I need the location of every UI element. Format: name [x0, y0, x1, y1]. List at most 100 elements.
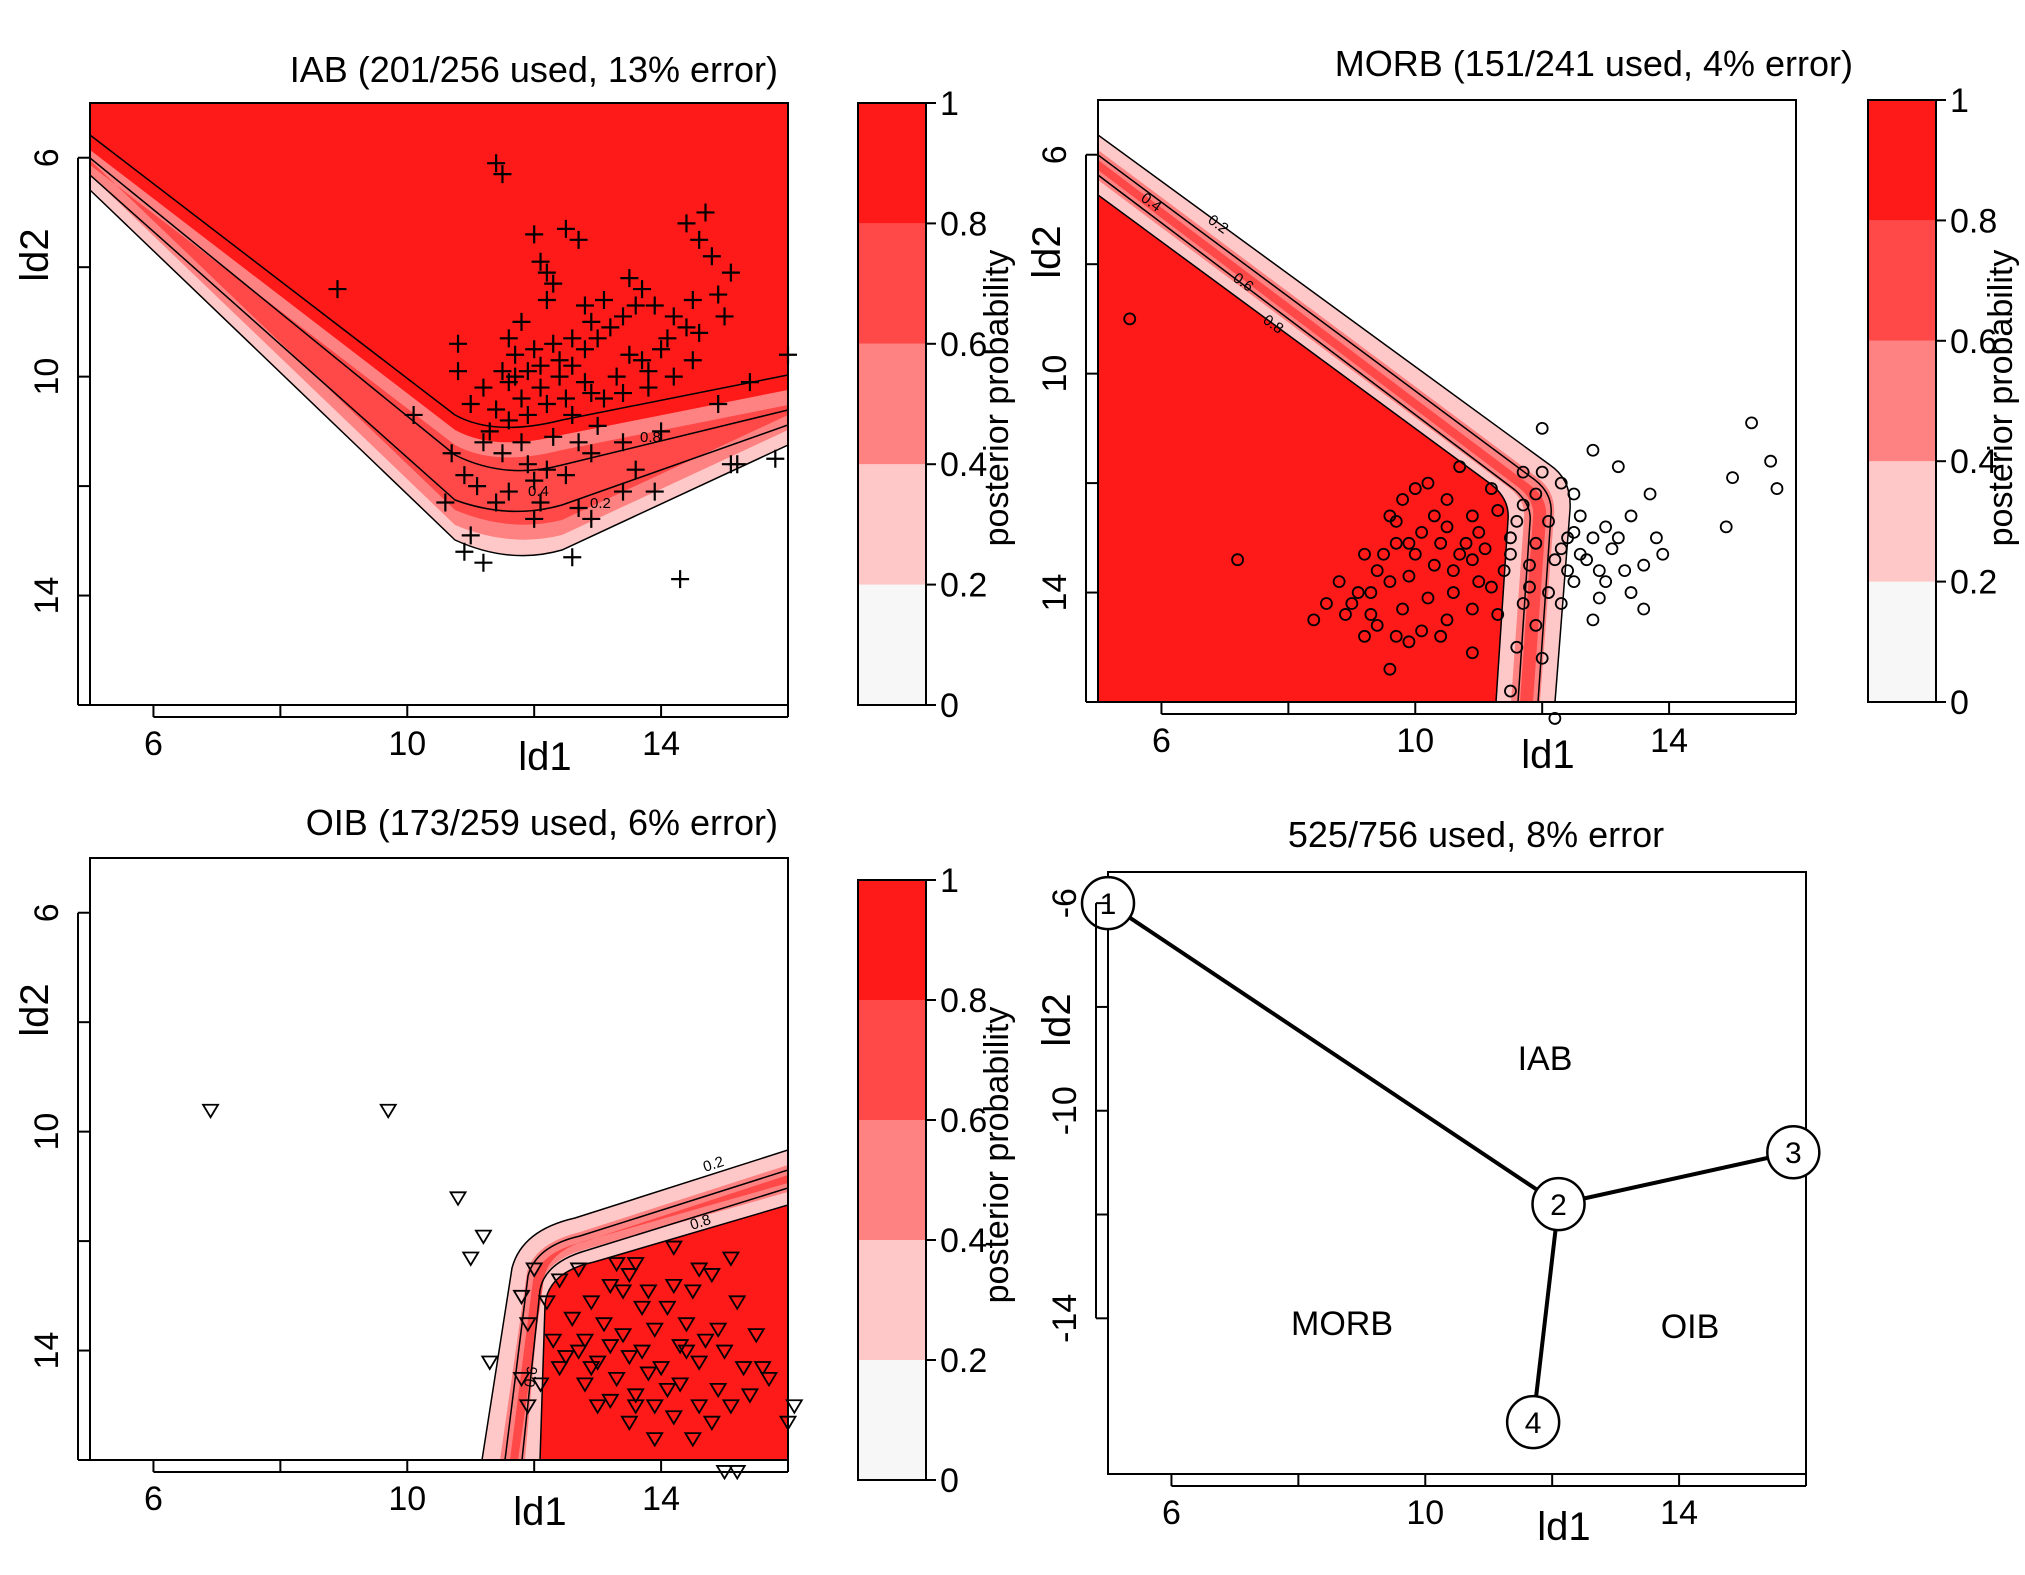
data-point-circle: [1491, 608, 1505, 621]
data-point-plus: [518, 455, 537, 474]
data-point-circle: [1427, 558, 1441, 572]
data-point-circle: [1408, 482, 1422, 495]
data-point-plus: [582, 444, 601, 463]
y-tick-label: -10: [1046, 1086, 1084, 1135]
data-point-circle: [1370, 618, 1384, 632]
data-point-triangle: [645, 1432, 664, 1448]
data-point-plus: [531, 378, 550, 397]
y-axis-label: ld2: [1025, 225, 1069, 278]
colorbar-segment: [858, 1360, 926, 1480]
data-point-triangle: [702, 1415, 721, 1431]
contour-label: 0.8: [640, 429, 661, 446]
data-point-plus: [575, 373, 594, 392]
data-point-plus: [512, 312, 531, 331]
node-circle: [1505, 1394, 1561, 1450]
x-tick-label: 10: [388, 725, 426, 763]
data-point-triangle: [759, 1372, 779, 1388]
data-point-plus: [690, 323, 709, 342]
data-point-plus: [582, 312, 601, 331]
data-point-plus: [512, 389, 531, 408]
data-point-triangle: [690, 1262, 709, 1278]
data-point-plus: [569, 433, 588, 452]
colorbar-tick-label: 1: [940, 862, 959, 900]
data-point-triangle: [664, 1278, 683, 1295]
colorbar-segment: [858, 1240, 926, 1360]
data-point-triangle: [753, 1361, 772, 1377]
data-point-circle: [1485, 580, 1498, 594]
data-point-triangle: [702, 1268, 721, 1284]
data-point-triangle: [671, 1377, 690, 1393]
data-point-triangle: [575, 1377, 595, 1393]
data-point-circle: [1415, 624, 1429, 638]
x-tick-label: 6: [144, 725, 163, 763]
data-point-triangle: [556, 1350, 575, 1366]
data-point-circle: [1446, 564, 1460, 578]
data-point-triangle: [594, 1317, 614, 1333]
data-point-triangle: [518, 1399, 537, 1415]
contour-band: [1098, 135, 1571, 702]
data-point-plus: [499, 482, 518, 501]
plot-frame: [1097, 99, 1797, 703]
data-point-plus: [556, 389, 575, 408]
axes-oib: 6 10 14 6 10 14: [28, 903, 789, 1518]
y-tick-label: 10: [28, 358, 66, 396]
data-point-circle: [1516, 465, 1530, 479]
data-point-plus: [544, 427, 563, 446]
data-point-plus: [493, 362, 512, 381]
data-point-plus: [480, 422, 499, 441]
data-point-triangle: [601, 1393, 620, 1410]
data-point-plus: [588, 329, 607, 348]
data-point-triangle: [740, 1388, 760, 1404]
data-point-circle: [1535, 651, 1549, 665]
data-point-circle: [1573, 509, 1587, 523]
y-tick-label: 6: [1036, 145, 1074, 164]
data-point-triangle: [563, 1311, 582, 1327]
colorbar-tick-label: 0.6: [1950, 323, 1997, 361]
contour-band: [1098, 160, 1547, 702]
data-point-triangle: [620, 1415, 639, 1431]
data-point-circle: [1599, 575, 1613, 588]
data-point-triangle: [601, 1278, 620, 1295]
data-point-plus: [461, 395, 480, 413]
data-point-circle: [1529, 487, 1543, 501]
data-point-triangle: [575, 1333, 595, 1349]
data-point-circle: [1535, 465, 1549, 479]
x-tick-label: 6: [1152, 722, 1171, 760]
contour-band: [482, 1150, 788, 1460]
data-point-triangle: [550, 1273, 569, 1289]
data-point-plus: [690, 230, 709, 249]
y-axis-label: ld2: [13, 983, 57, 1036]
plot-frame: [89, 857, 789, 1461]
data-point-circle: [1396, 602, 1409, 616]
y-tick-label: 6: [28, 903, 66, 922]
panel-morb: MORB (151/241 used, 4% error) 0.4 0.2 0.…: [1025, 43, 2020, 777]
data-point-circle: [1446, 586, 1460, 599]
colorbar-segment: [858, 880, 926, 1000]
data-point-plus: [563, 405, 582, 424]
data-point-plus: [544, 334, 563, 353]
colorbar-tick-label: 0.8: [940, 982, 987, 1020]
data-point-plus: [575, 340, 594, 359]
data-points-oib: [201, 1103, 804, 1481]
panel-oib: OIB (173/259 used, 6% error) 0.2 0.8 0.6…: [13, 802, 1016, 1534]
data-point-plus: [525, 509, 544, 528]
data-point-circle: [1542, 586, 1555, 599]
data-point-plus: [683, 291, 702, 310]
data-point-circle: [1320, 597, 1333, 610]
data-point-circle: [1421, 591, 1435, 605]
colorbar-tick-label: 0.2: [940, 1342, 987, 1380]
colorbar-tick-label: 0.8: [940, 205, 987, 243]
data-point-circle: [1358, 547, 1371, 561]
data-point-plus: [766, 449, 785, 468]
data-point-circle: [1523, 580, 1536, 594]
boundary-line: [1106, 901, 1560, 1206]
colorbar-segment: [858, 1120, 926, 1240]
colorbar-segment: [1868, 461, 1936, 582]
data-point-plus: [487, 400, 506, 419]
node-label: 3: [1785, 1137, 1802, 1170]
x-axis-label: ld1: [513, 1490, 566, 1534]
data-point-triangle: [683, 1284, 702, 1300]
data-point-plus: [683, 351, 702, 370]
data-point-circle: [1402, 536, 1416, 550]
